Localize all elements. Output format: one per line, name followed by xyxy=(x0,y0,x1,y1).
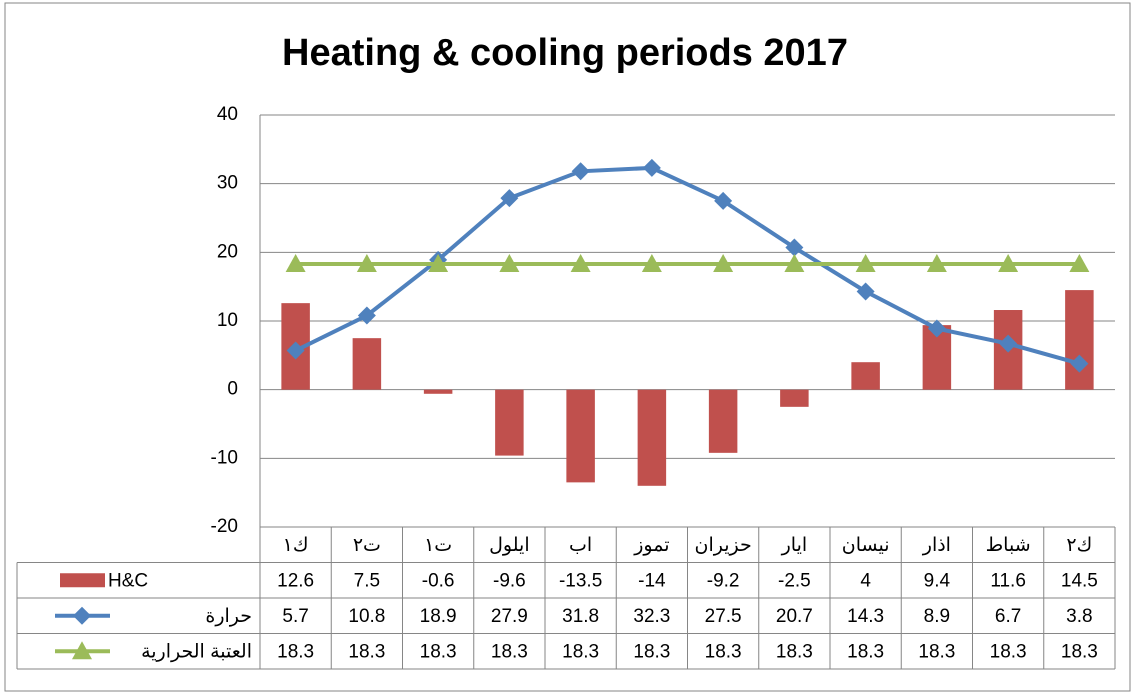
marker xyxy=(856,282,875,301)
x-tick-label: تموز xyxy=(633,535,669,556)
marker xyxy=(642,158,661,177)
table-value: 10.8 xyxy=(348,606,385,627)
x-tick-label: شباط xyxy=(986,535,1031,556)
table-value: 9.4 xyxy=(924,570,951,591)
table-value: 18.3 xyxy=(776,641,813,662)
table-value: 18.3 xyxy=(348,641,385,662)
marker xyxy=(571,162,590,181)
chart-title: Heating & cooling periods 2017 xyxy=(282,32,848,74)
marker xyxy=(855,254,876,273)
bar xyxy=(780,389,809,407)
marker xyxy=(428,254,449,273)
legend-label: حرارة xyxy=(205,606,252,627)
bar xyxy=(708,389,738,453)
bar xyxy=(637,389,667,486)
bar xyxy=(566,389,595,483)
table-value: -9.6 xyxy=(493,570,526,591)
marker xyxy=(785,238,804,257)
table-value: 27.9 xyxy=(491,606,528,627)
marker xyxy=(926,254,947,273)
marker xyxy=(357,306,376,325)
legend-marker xyxy=(73,606,91,625)
table-value: 18.3 xyxy=(420,641,457,662)
table-value: 20.7 xyxy=(776,606,813,627)
table-value: 3.8 xyxy=(1066,606,1092,627)
y-tick-label: 30 xyxy=(217,173,238,194)
table-value: -14 xyxy=(638,570,666,591)
x-tick-label: ايار xyxy=(781,535,808,556)
table-value: 14.3 xyxy=(847,606,884,627)
marker xyxy=(641,254,662,273)
marker xyxy=(999,334,1018,353)
table-value: -13.5 xyxy=(559,570,602,591)
table-value: 18.3 xyxy=(705,641,742,662)
line xyxy=(294,165,1080,366)
x-tick-label: اذار xyxy=(922,535,951,556)
table-value: 18.3 xyxy=(633,641,670,662)
table-value: 7.5 xyxy=(354,570,380,591)
marker xyxy=(570,254,591,273)
x-tick-label: حزيران xyxy=(695,535,752,556)
marker xyxy=(285,254,306,273)
legend-marker xyxy=(72,641,92,660)
marker xyxy=(998,254,1019,273)
table-value: 6.7 xyxy=(995,606,1021,627)
x-tick-label: نيسان xyxy=(842,535,890,556)
marker xyxy=(713,254,734,273)
x-tick-label: ايلول xyxy=(489,535,529,556)
y-tick-label: -20 xyxy=(211,516,238,537)
legend-label: H&C xyxy=(108,570,148,591)
table-value: 18.3 xyxy=(990,641,1027,662)
table-value: 27.5 xyxy=(705,606,742,627)
marker xyxy=(927,319,946,338)
x-tick-label: ت٢ xyxy=(353,535,381,556)
marker xyxy=(714,191,733,210)
table-value: 32.3 xyxy=(633,606,670,627)
y-tick-label: 40 xyxy=(217,104,238,125)
marker xyxy=(356,254,377,273)
marker xyxy=(499,254,520,273)
marker xyxy=(1070,354,1089,373)
table-value: -0.6 xyxy=(422,570,455,591)
table-value: 18.3 xyxy=(847,641,884,662)
bar xyxy=(352,338,382,390)
bar xyxy=(851,362,880,390)
marker xyxy=(784,254,805,273)
legend-key xyxy=(60,573,105,588)
table-value: 18.3 xyxy=(1061,641,1098,662)
x-tick-label: ك٢ xyxy=(1066,535,1092,556)
table-value: 5.7 xyxy=(282,606,308,627)
y-tick-label: -10 xyxy=(211,447,238,468)
marker xyxy=(286,341,305,360)
table-value: 18.9 xyxy=(420,606,457,627)
x-tick-label: اب xyxy=(569,535,592,556)
table-value: 12.6 xyxy=(277,570,314,591)
table-value: 18.3 xyxy=(277,641,314,662)
table-value: 18.3 xyxy=(918,641,955,662)
table-value: 14.5 xyxy=(1061,570,1098,591)
marker xyxy=(500,189,519,208)
table-value: 18.3 xyxy=(562,641,599,662)
bar xyxy=(423,389,453,394)
table-value: 31.8 xyxy=(562,606,599,627)
legend-label: العتبة الحرارية xyxy=(141,641,252,662)
table-value: 18.3 xyxy=(491,641,528,662)
y-tick-label: 10 xyxy=(217,310,238,331)
x-tick-label: ت١ xyxy=(424,535,452,556)
bar xyxy=(1065,290,1094,390)
y-tick-label: 0 xyxy=(227,379,238,400)
table-value: 8.9 xyxy=(924,606,950,627)
table-value: -9.2 xyxy=(707,570,740,591)
table-value: 4 xyxy=(860,570,871,591)
table-value: -2.5 xyxy=(778,570,811,591)
x-tick-label: ك١ xyxy=(283,535,309,556)
bar xyxy=(495,389,524,456)
y-tick-label: 20 xyxy=(217,241,238,262)
table-value: 11.6 xyxy=(990,570,1026,591)
marker xyxy=(1069,254,1090,273)
